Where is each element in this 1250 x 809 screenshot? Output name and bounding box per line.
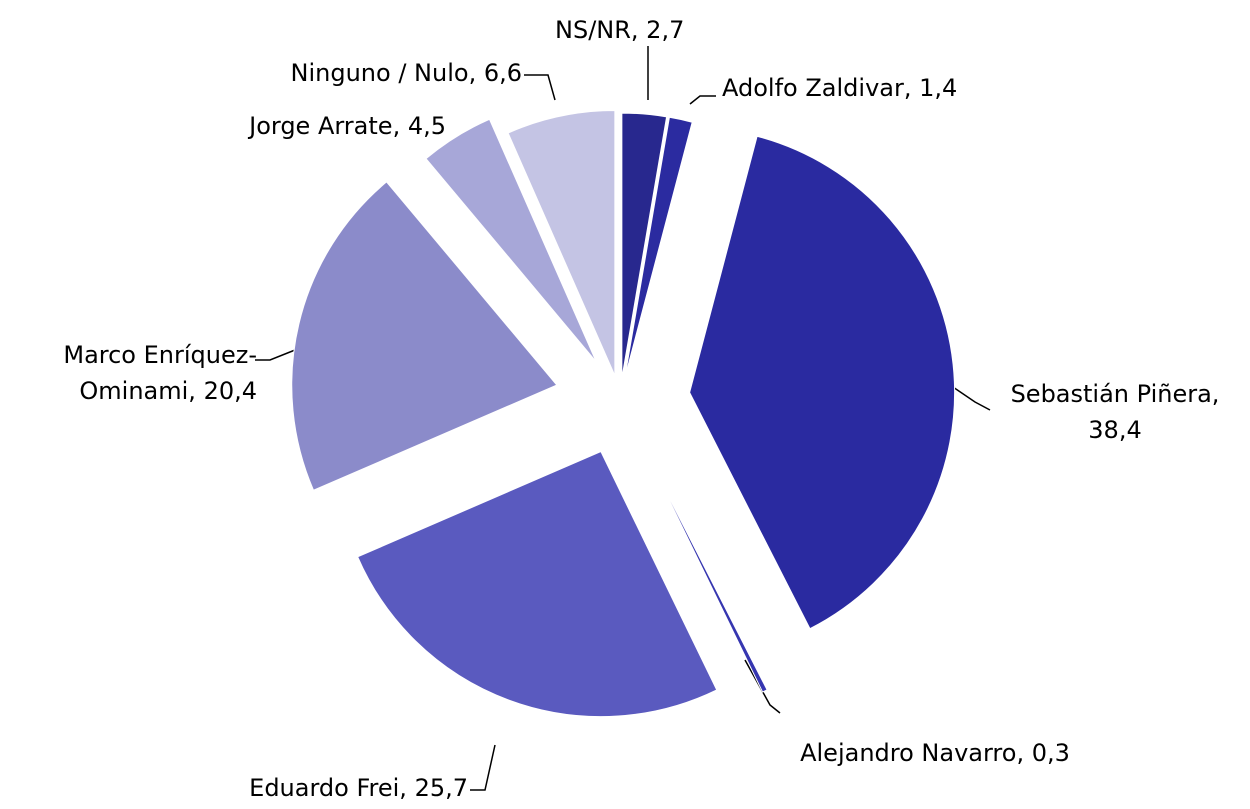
leader-line (470, 744, 496, 791)
category-name: Adolfo Zaldivar (722, 74, 904, 102)
data-label: Sebastián Piñera, 38,4 (990, 376, 1240, 448)
data-label: Adolfo Zaldivar, 1,4 (722, 70, 1022, 106)
label-separator: , (399, 774, 415, 802)
value-label: 1,4 (919, 74, 958, 102)
pie-slice (357, 450, 718, 718)
data-label: Ninguno / Nulo, 6,6 (180, 55, 522, 91)
pie-slice (621, 112, 668, 379)
label-separator: , (1211, 380, 1220, 408)
value-label: 6,6 (483, 59, 522, 87)
data-label: Alejandro Navarro, 0,3 (780, 735, 1090, 771)
pie-slice (291, 181, 558, 491)
leader-lines (255, 46, 991, 791)
pie-slice (689, 135, 956, 630)
pie-slice (507, 110, 616, 376)
category-name: NS/NR (555, 16, 631, 44)
value-label: 20,4 (203, 377, 257, 405)
category-name: Marco Enríquez-Ominami (63, 341, 257, 405)
leader-line (524, 74, 556, 101)
category-name: Alejandro Navarro (800, 739, 1017, 767)
label-separator: , (468, 59, 484, 87)
value-label: 38,4 (1088, 416, 1142, 444)
pie-slice (646, 453, 768, 693)
data-label: NS/NR, 2,7 (555, 12, 755, 48)
leader-line (255, 349, 296, 361)
value-label: 2,7 (646, 16, 685, 44)
value-label: 25,7 (414, 774, 468, 802)
label-separator: , (630, 16, 647, 44)
label-separator: , (1016, 739, 1032, 767)
label-separator: , (392, 112, 408, 140)
label-separator: , (188, 377, 204, 405)
category-name: Eduardo Frei (249, 774, 400, 802)
leader-line (744, 659, 781, 714)
pie-slice (425, 118, 597, 363)
data-label: Eduardo Frei, 25,7 (150, 770, 468, 806)
leader-line (689, 95, 716, 105)
value-label: 0,3 (1031, 739, 1070, 767)
category-name: Ninguno / Nulo (290, 59, 469, 87)
data-label: Jorge Arrate, 4,5 (150, 108, 446, 144)
category-name: Sebastián Piñera (1010, 380, 1212, 408)
leader-line (949, 384, 991, 411)
category-name: Jorge Arrate (249, 112, 393, 140)
data-label: Marco Enríquez-Ominami, 20,4 (5, 337, 257, 409)
label-separator: , (903, 74, 920, 102)
pie-slice (624, 116, 693, 379)
value-label: 4,5 (407, 112, 446, 140)
